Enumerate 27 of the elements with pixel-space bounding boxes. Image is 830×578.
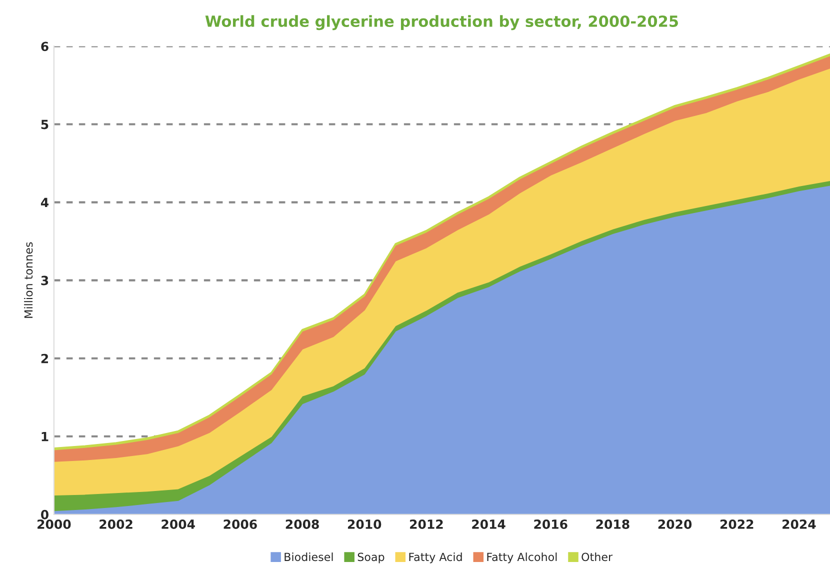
x-tick-label: 2008 (286, 520, 319, 529)
y-tick-label: 5 (41, 120, 48, 130)
x-tick-label: 2020 (658, 520, 692, 529)
x-tick-label: 2004 (162, 520, 195, 529)
x-tick-label: 2014 (472, 520, 506, 529)
y-tick-label: 6 (41, 42, 48, 52)
y-tick-label: 3 (41, 276, 48, 286)
x-tick-label: 2002 (100, 520, 132, 529)
legend-label: Biodiesel (284, 552, 333, 562)
y-tick-label: 2 (41, 354, 48, 364)
x-tick-label: 2010 (348, 520, 382, 529)
legend-label: Fatty Alcohol (487, 552, 557, 564)
x-tick-label: 2018 (596, 520, 630, 529)
y-tick-label: 0 (40, 510, 48, 520)
y-tick-label: 4 (40, 198, 49, 208)
x-tick-label: 2012 (410, 520, 443, 529)
y-tick-label: 1 (42, 432, 48, 442)
x-tick-label: 2022 (720, 520, 754, 529)
x-tick-label: 2024 (782, 520, 816, 529)
legend-label: Soap (358, 552, 384, 564)
x-tick-label: 2006 (224, 520, 257, 529)
x-tick-label: 2000 (38, 520, 71, 529)
y-axis-title: Million tonnes (24, 242, 33, 318)
chart-title: World crude glycerine production by sector, 2000-2025 (205, 15, 678, 30)
legend-label: Fatty Acid (409, 552, 462, 564)
legend-label: Other (582, 552, 613, 562)
x-tick-label: 2016 (534, 520, 568, 529)
